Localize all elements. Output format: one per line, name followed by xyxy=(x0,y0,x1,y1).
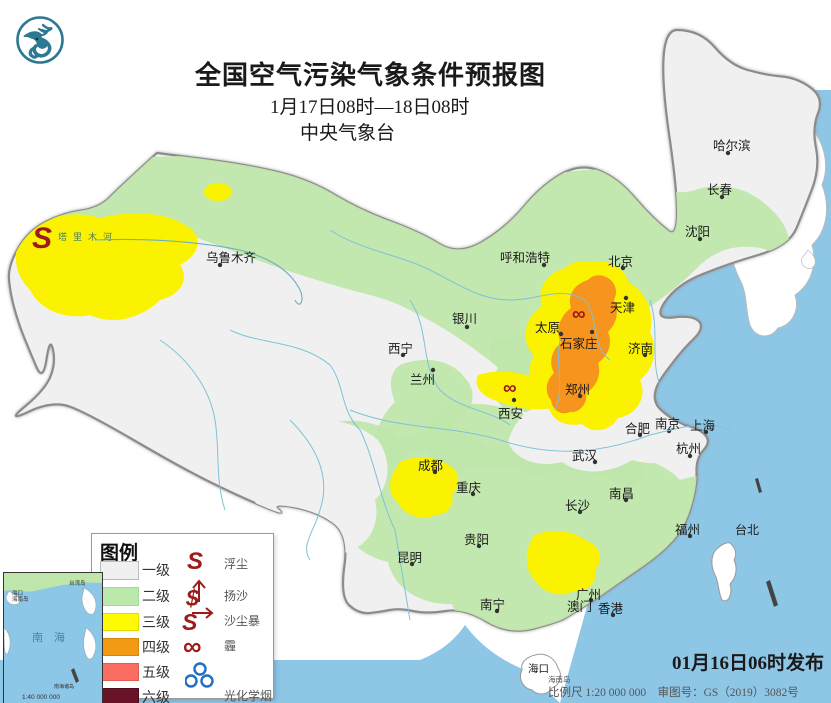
svg-text:银川: 银川 xyxy=(452,312,477,326)
svg-text:武汉: 武汉 xyxy=(572,449,598,463)
svg-text:南京: 南京 xyxy=(655,416,680,431)
svg-text:塔里木河: 塔里木河 xyxy=(58,231,118,242)
svg-text:海口: 海口 xyxy=(12,589,23,597)
svg-text:福州: 福州 xyxy=(675,522,700,537)
svg-text:重庆: 重庆 xyxy=(456,480,482,495)
svg-text:太原: 太原 xyxy=(535,320,560,335)
svg-text:杭州: 杭州 xyxy=(676,441,701,456)
svg-text:长沙: 长沙 xyxy=(565,499,591,513)
svg-text:哈尔滨: 哈尔滨 xyxy=(713,138,751,153)
svg-text:兰州: 兰州 xyxy=(410,373,435,387)
svg-text:贵阳: 贵阳 xyxy=(464,533,489,547)
svg-text:石家庄: 石家庄 xyxy=(560,336,598,351)
svg-text:合肥: 合肥 xyxy=(625,421,651,436)
svg-text:西宁: 西宁 xyxy=(388,341,413,356)
svg-text:南宁: 南宁 xyxy=(480,597,505,612)
svg-text:台北: 台北 xyxy=(735,522,759,537)
svg-text:西安: 西安 xyxy=(498,406,523,421)
svg-text:北京: 北京 xyxy=(608,255,633,269)
svg-text:S: S xyxy=(32,222,52,255)
svg-text:乌鲁木齐: 乌鲁木齐 xyxy=(206,250,257,265)
svg-text:南昌: 南昌 xyxy=(609,486,634,501)
svg-text:南 海: 南 海 xyxy=(32,630,65,644)
svg-text:成都: 成都 xyxy=(418,459,444,473)
svg-text:长春: 长春 xyxy=(707,183,733,197)
svg-text:海口: 海口 xyxy=(528,662,549,675)
svg-text:海南岛: 海南岛 xyxy=(12,595,29,603)
svg-text:∞: ∞ xyxy=(572,304,586,325)
svg-text:∞: ∞ xyxy=(503,378,517,399)
svg-text:沈阳: 沈阳 xyxy=(685,224,710,239)
svg-text:1:40 000 000: 1:40 000 000 xyxy=(22,694,60,701)
svg-text:上海: 上海 xyxy=(690,418,716,433)
svg-text:天津: 天津 xyxy=(610,301,635,315)
svg-text:海南岛: 海南岛 xyxy=(548,674,571,684)
svg-text:台湾岛: 台湾岛 xyxy=(69,579,86,587)
svg-text:南海诸岛: 南海诸岛 xyxy=(54,683,74,690)
svg-text:呼和浩特: 呼和浩特 xyxy=(500,250,550,265)
svg-text:澳门: 澳门 xyxy=(567,599,592,614)
svg-text:香港: 香港 xyxy=(598,602,624,616)
svg-text:昆明: 昆明 xyxy=(397,551,422,565)
svg-text:郑州: 郑州 xyxy=(565,382,590,397)
svg-text:济南: 济南 xyxy=(628,341,653,356)
